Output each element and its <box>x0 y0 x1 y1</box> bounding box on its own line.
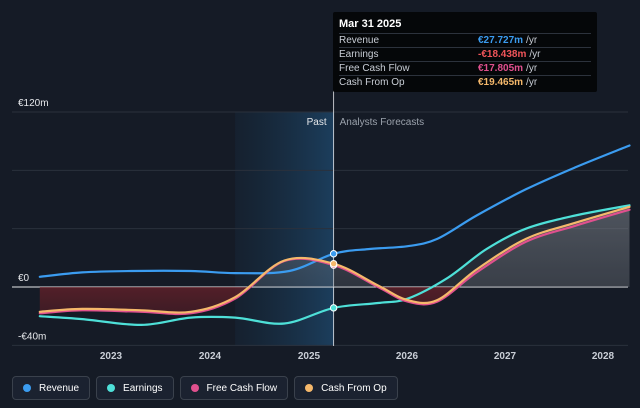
tooltip-label: Free Cash Flow <box>339 63 410 74</box>
legend-item-revenue[interactable]: Revenue <box>12 376 91 400</box>
chart-legend: Revenue Earnings Free Cash Flow Cash Fro… <box>12 376 398 400</box>
earnings-marker <box>329 304 338 312</box>
tooltip-value: €19.465m <box>478 77 524 88</box>
tooltip-value: -€18.438m <box>478 49 527 60</box>
tooltip-row-cash-from-op: Cash From Op €19.465m /yr <box>339 75 591 89</box>
tooltip-date: Mar 31 2025 <box>339 18 402 30</box>
x-tick-label: 2023 <box>100 351 123 362</box>
x-tick-label: 2027 <box>494 351 517 362</box>
past-label: Past <box>307 117 327 128</box>
x-tick-label: 2028 <box>592 351 615 362</box>
forecast-label: Analysts Forecasts <box>340 117 424 128</box>
tooltip-unit: /yr <box>526 77 538 88</box>
cash-from-op-marker <box>329 259 338 268</box>
legend-item-free-cash-flow[interactable]: Free Cash Flow <box>179 376 289 400</box>
tooltip-label: Earnings <box>339 49 379 60</box>
free-cash-flow-line <box>38 208 631 316</box>
negative-area-fill <box>39 287 630 313</box>
legend-dot-cash-from-op <box>305 384 314 392</box>
y-tick-label: €120m <box>18 98 49 109</box>
data-tooltip: Mar 31 2025 Revenue €27.727m /yr Earning… <box>333 12 597 92</box>
legend-item-cash-from-op[interactable]: Cash From Op <box>294 376 398 400</box>
tooltip-row-free-cash-flow: Free Cash Flow €17.805m /yr <box>339 61 591 75</box>
legend-dot-earnings <box>107 384 116 392</box>
legend-dot-free-cash-flow <box>190 384 199 392</box>
tooltip-label: Cash From Op <box>339 77 405 88</box>
legend-label: Revenue <box>39 382 80 394</box>
legend-dot-revenue <box>23 384 31 392</box>
revenue-line <box>38 144 631 278</box>
tooltip-label: Revenue <box>339 35 380 46</box>
y-tick-label: €0 <box>18 273 30 284</box>
y-tick-label: -€40m <box>18 331 46 342</box>
legend-label: Cash From Op <box>321 382 387 394</box>
tooltip-unit: /yr <box>526 35 538 46</box>
cash-from-op-line <box>38 205 631 314</box>
legend-label: Free Cash Flow <box>206 382 278 394</box>
x-tick-label: 2025 <box>298 351 321 362</box>
tooltip-row-revenue: Revenue €27.727m /yr <box>339 33 591 47</box>
tooltip-unit: /yr <box>529 49 541 60</box>
revenue-marker <box>329 250 338 258</box>
earnings-line <box>38 204 631 327</box>
tooltip-value: €17.805m <box>478 63 524 74</box>
x-tick-label: 2026 <box>396 351 419 362</box>
tooltip-unit: /yr <box>526 63 538 74</box>
tooltip-row-earnings: Earnings -€18.438m /yr <box>339 47 591 61</box>
x-tick-label: 2024 <box>199 351 222 362</box>
legend-label: Earnings <box>123 382 163 394</box>
legend-item-earnings[interactable]: Earnings <box>96 376 174 400</box>
tooltip-value: €27.727m <box>478 35 524 46</box>
